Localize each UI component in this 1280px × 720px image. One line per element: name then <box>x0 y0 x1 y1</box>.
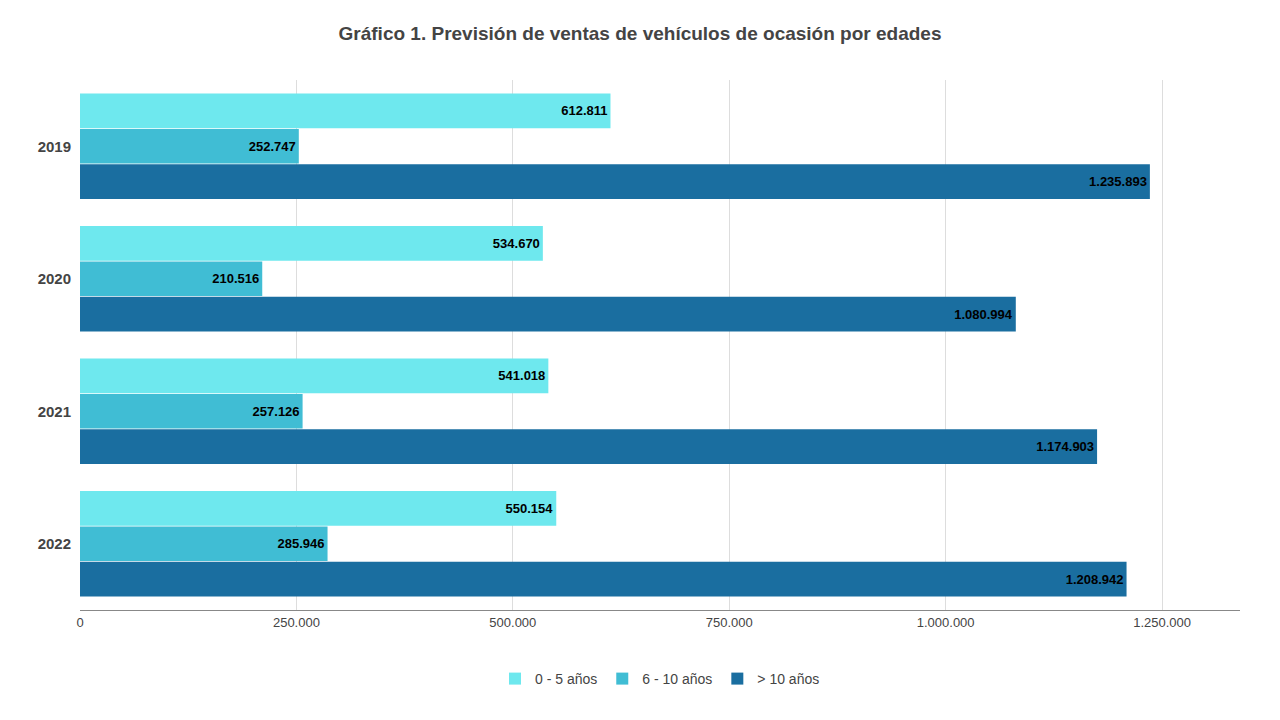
svg-text:550.154: 550.154 <box>505 501 553 516</box>
svg-text:257.126: 257.126 <box>253 404 300 419</box>
svg-text:1.080.994: 1.080.994 <box>954 307 1013 322</box>
svg-text:750.000: 750.000 <box>706 615 753 630</box>
svg-text:2021: 2021 <box>38 403 71 420</box>
svg-text:252.747: 252.747 <box>249 139 296 154</box>
svg-text:1.235.893: 1.235.893 <box>1089 174 1147 189</box>
svg-text:534.670: 534.670 <box>493 236 540 251</box>
svg-text:2019: 2019 <box>38 138 71 155</box>
svg-text:500.000: 500.000 <box>489 615 536 630</box>
svg-text:1.208.942: 1.208.942 <box>1066 572 1124 587</box>
svg-text:0 - 5 años: 0 - 5 años <box>535 671 597 687</box>
svg-text:250.000: 250.000 <box>273 615 320 630</box>
svg-text:1.000.000: 1.000.000 <box>917 615 975 630</box>
svg-text:612.811: 612.811 <box>561 103 607 118</box>
svg-text:2022: 2022 <box>38 535 71 552</box>
svg-text:210.516: 210.516 <box>212 271 259 286</box>
svg-text:0: 0 <box>76 615 83 630</box>
svg-text:2020: 2020 <box>38 270 71 287</box>
svg-text:Gráfico 1. Previsión de ventas: Gráfico 1. Previsión de ventas de vehícu… <box>339 23 942 44</box>
svg-text:285.946: 285.946 <box>278 536 325 551</box>
svg-text:1.250.000: 1.250.000 <box>1133 615 1191 630</box>
svg-text:1.174.903: 1.174.903 <box>1036 439 1094 454</box>
svg-text:> 10 años: > 10 años <box>757 671 819 687</box>
svg-text:6 - 10 años: 6 - 10 años <box>642 671 712 687</box>
svg-text:541.018: 541.018 <box>498 368 545 383</box>
